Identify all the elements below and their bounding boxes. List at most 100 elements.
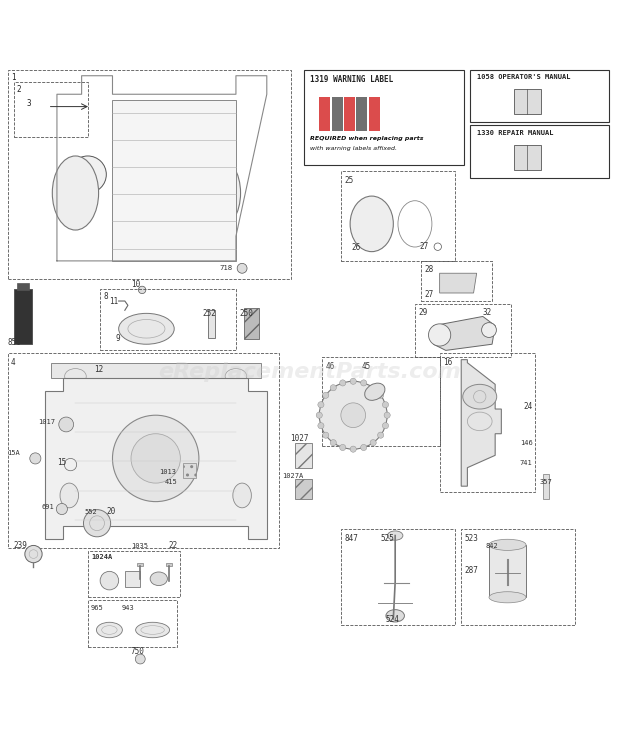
Ellipse shape bbox=[136, 622, 170, 638]
Circle shape bbox=[30, 453, 41, 464]
Bar bbox=[184, 463, 196, 478]
Text: 1013: 1013 bbox=[159, 469, 176, 475]
Circle shape bbox=[330, 440, 336, 446]
Ellipse shape bbox=[60, 483, 79, 508]
Circle shape bbox=[341, 403, 366, 428]
Circle shape bbox=[318, 402, 324, 408]
Circle shape bbox=[322, 392, 329, 398]
Circle shape bbox=[383, 423, 389, 429]
Text: 965: 965 bbox=[91, 605, 104, 611]
Bar bbox=[461, 530, 575, 625]
Bar bbox=[332, 97, 343, 131]
Text: 26: 26 bbox=[352, 243, 361, 252]
Text: 1058 OPERATOR'S MANUAL: 1058 OPERATOR'S MANUAL bbox=[477, 74, 570, 80]
Ellipse shape bbox=[150, 572, 167, 586]
Text: with warning labels affixed.: with warning labels affixed. bbox=[310, 146, 397, 151]
Text: 1027: 1027 bbox=[290, 434, 309, 443]
Text: 842: 842 bbox=[486, 543, 498, 549]
Text: 2: 2 bbox=[17, 85, 22, 94]
Circle shape bbox=[361, 380, 367, 386]
Text: 741: 741 bbox=[520, 460, 533, 466]
Text: 16: 16 bbox=[443, 359, 452, 368]
Text: 24: 24 bbox=[523, 402, 532, 411]
Text: 32: 32 bbox=[483, 309, 492, 318]
Bar bbox=[244, 309, 259, 339]
Bar bbox=[112, 100, 236, 261]
Ellipse shape bbox=[52, 156, 99, 230]
Text: 8: 8 bbox=[104, 292, 108, 301]
Text: REQUIRED when replacing parts: REQUIRED when replacing parts bbox=[310, 136, 423, 141]
Polygon shape bbox=[51, 363, 260, 391]
Ellipse shape bbox=[97, 622, 122, 638]
Text: 239: 239 bbox=[14, 541, 28, 550]
Text: 1035: 1035 bbox=[131, 543, 148, 549]
Text: 1027A: 1027A bbox=[282, 473, 303, 479]
Circle shape bbox=[370, 440, 376, 446]
Circle shape bbox=[370, 385, 376, 391]
Ellipse shape bbox=[386, 609, 404, 622]
Bar bbox=[514, 145, 541, 170]
Ellipse shape bbox=[388, 531, 403, 540]
Bar bbox=[14, 82, 88, 138]
Ellipse shape bbox=[489, 539, 526, 551]
Text: 252: 252 bbox=[202, 310, 216, 318]
Ellipse shape bbox=[194, 156, 241, 230]
Circle shape bbox=[318, 423, 324, 429]
Circle shape bbox=[135, 654, 145, 664]
Bar bbox=[88, 600, 177, 647]
Text: 11: 11 bbox=[109, 297, 118, 306]
Text: 22: 22 bbox=[168, 541, 177, 550]
Bar bbox=[88, 551, 180, 597]
Circle shape bbox=[350, 446, 356, 452]
Text: 10: 10 bbox=[131, 280, 141, 289]
Bar bbox=[514, 89, 541, 114]
Ellipse shape bbox=[118, 313, 174, 344]
Circle shape bbox=[138, 286, 146, 294]
Bar bbox=[322, 356, 440, 446]
Ellipse shape bbox=[489, 591, 526, 603]
Circle shape bbox=[59, 417, 74, 432]
Circle shape bbox=[84, 510, 110, 537]
Ellipse shape bbox=[365, 383, 385, 400]
Circle shape bbox=[482, 323, 497, 338]
Circle shape bbox=[340, 444, 346, 451]
Text: 287: 287 bbox=[464, 565, 478, 574]
Circle shape bbox=[383, 402, 389, 408]
Circle shape bbox=[378, 432, 384, 438]
Text: 20: 20 bbox=[106, 507, 115, 516]
Circle shape bbox=[340, 380, 346, 386]
Text: 357: 357 bbox=[539, 479, 552, 485]
Text: 4: 4 bbox=[11, 358, 16, 367]
Text: 850: 850 bbox=[7, 338, 22, 347]
Bar bbox=[125, 571, 140, 587]
Circle shape bbox=[378, 392, 384, 398]
Text: eReplacementParts.com: eReplacementParts.com bbox=[159, 362, 461, 382]
Bar bbox=[166, 562, 172, 566]
Text: 718: 718 bbox=[219, 265, 233, 271]
Polygon shape bbox=[440, 273, 477, 293]
Text: 943: 943 bbox=[122, 605, 135, 611]
Bar bbox=[319, 97, 330, 131]
Text: 46: 46 bbox=[326, 362, 335, 371]
Text: 146: 146 bbox=[520, 440, 533, 446]
Bar bbox=[341, 171, 455, 261]
Text: 250: 250 bbox=[239, 310, 253, 318]
Ellipse shape bbox=[463, 385, 497, 409]
Circle shape bbox=[316, 412, 322, 418]
Circle shape bbox=[100, 571, 118, 590]
Bar bbox=[421, 261, 492, 301]
Circle shape bbox=[112, 415, 199, 501]
Text: 29: 29 bbox=[418, 309, 427, 318]
Bar bbox=[294, 479, 312, 498]
Text: 15A: 15A bbox=[7, 450, 20, 456]
Text: 3: 3 bbox=[26, 99, 31, 108]
Bar bbox=[7, 69, 291, 280]
Bar bbox=[471, 125, 609, 178]
Circle shape bbox=[428, 324, 451, 346]
Bar bbox=[471, 69, 609, 122]
Text: 1: 1 bbox=[11, 73, 16, 82]
Ellipse shape bbox=[350, 196, 393, 251]
Text: 12: 12 bbox=[94, 365, 103, 374]
Bar bbox=[489, 545, 526, 597]
Circle shape bbox=[237, 263, 247, 273]
